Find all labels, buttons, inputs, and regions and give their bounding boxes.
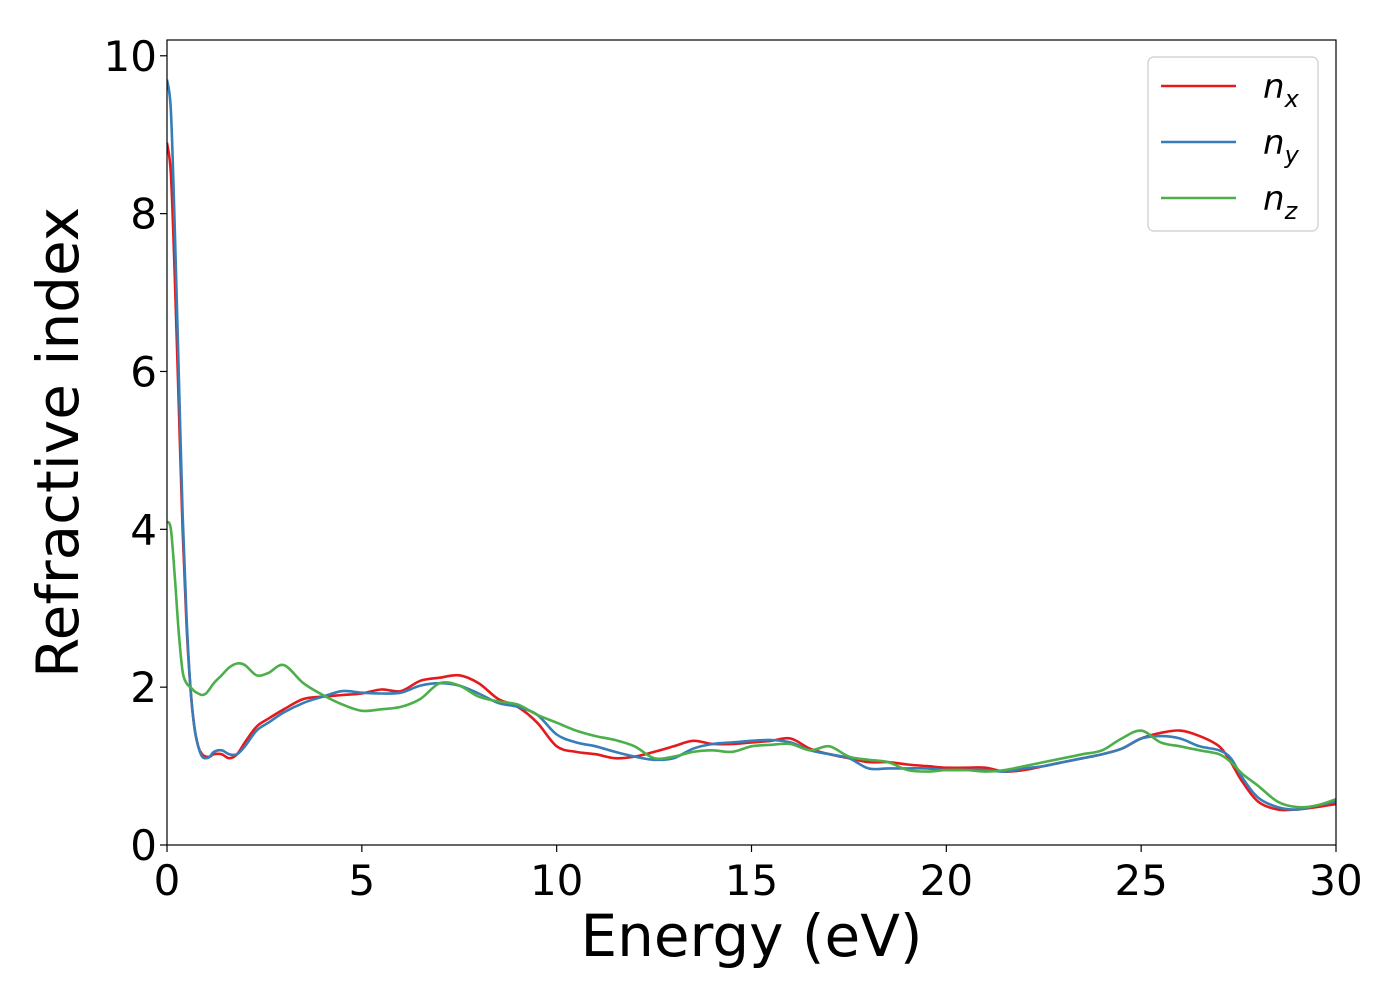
legend-label-subscript: x — [1284, 85, 1300, 113]
y-tick-label: 6 — [130, 347, 157, 396]
x-tick-label: 20 — [920, 856, 973, 905]
legend-label-subscript: y — [1284, 141, 1300, 169]
y-tick-label: 0 — [130, 821, 157, 870]
legend-label: ny — [1263, 123, 1300, 169]
series-line-nx — [167, 142, 1336, 812]
y-axis-ticks: 0 2 4 6 8 10 — [104, 32, 167, 870]
legend-label-base: n — [1263, 67, 1285, 107]
y-axis-title: Refractive index — [24, 207, 92, 678]
x-tick-label: 0 — [154, 856, 181, 905]
x-axis-title: Energy (eV) — [580, 902, 922, 970]
x-tick-label: 5 — [348, 856, 375, 905]
x-tick-label: 10 — [530, 856, 583, 905]
legend-label: nz — [1263, 179, 1299, 225]
legend-label-base: n — [1263, 123, 1285, 163]
legend-label: nx — [1263, 67, 1300, 113]
x-tick-label: 15 — [725, 856, 778, 905]
legend-label-subscript: z — [1284, 197, 1299, 225]
y-tick-label: 10 — [104, 32, 157, 81]
x-tick-label: 30 — [1309, 856, 1362, 905]
legend-box — [1147, 56, 1319, 232]
series-line-ny — [167, 79, 1336, 811]
y-tick-label: 4 — [130, 505, 157, 554]
plot-lines — [167, 79, 1336, 812]
y-tick-label: 8 — [130, 190, 157, 239]
legend-label-base: n — [1263, 179, 1285, 219]
y-tick-label: 2 — [130, 663, 157, 712]
x-axis-ticks: 0 5 10 15 20 25 30 — [154, 845, 1363, 905]
x-tick-label: 25 — [1114, 856, 1167, 905]
series-line-nz — [167, 520, 1336, 809]
